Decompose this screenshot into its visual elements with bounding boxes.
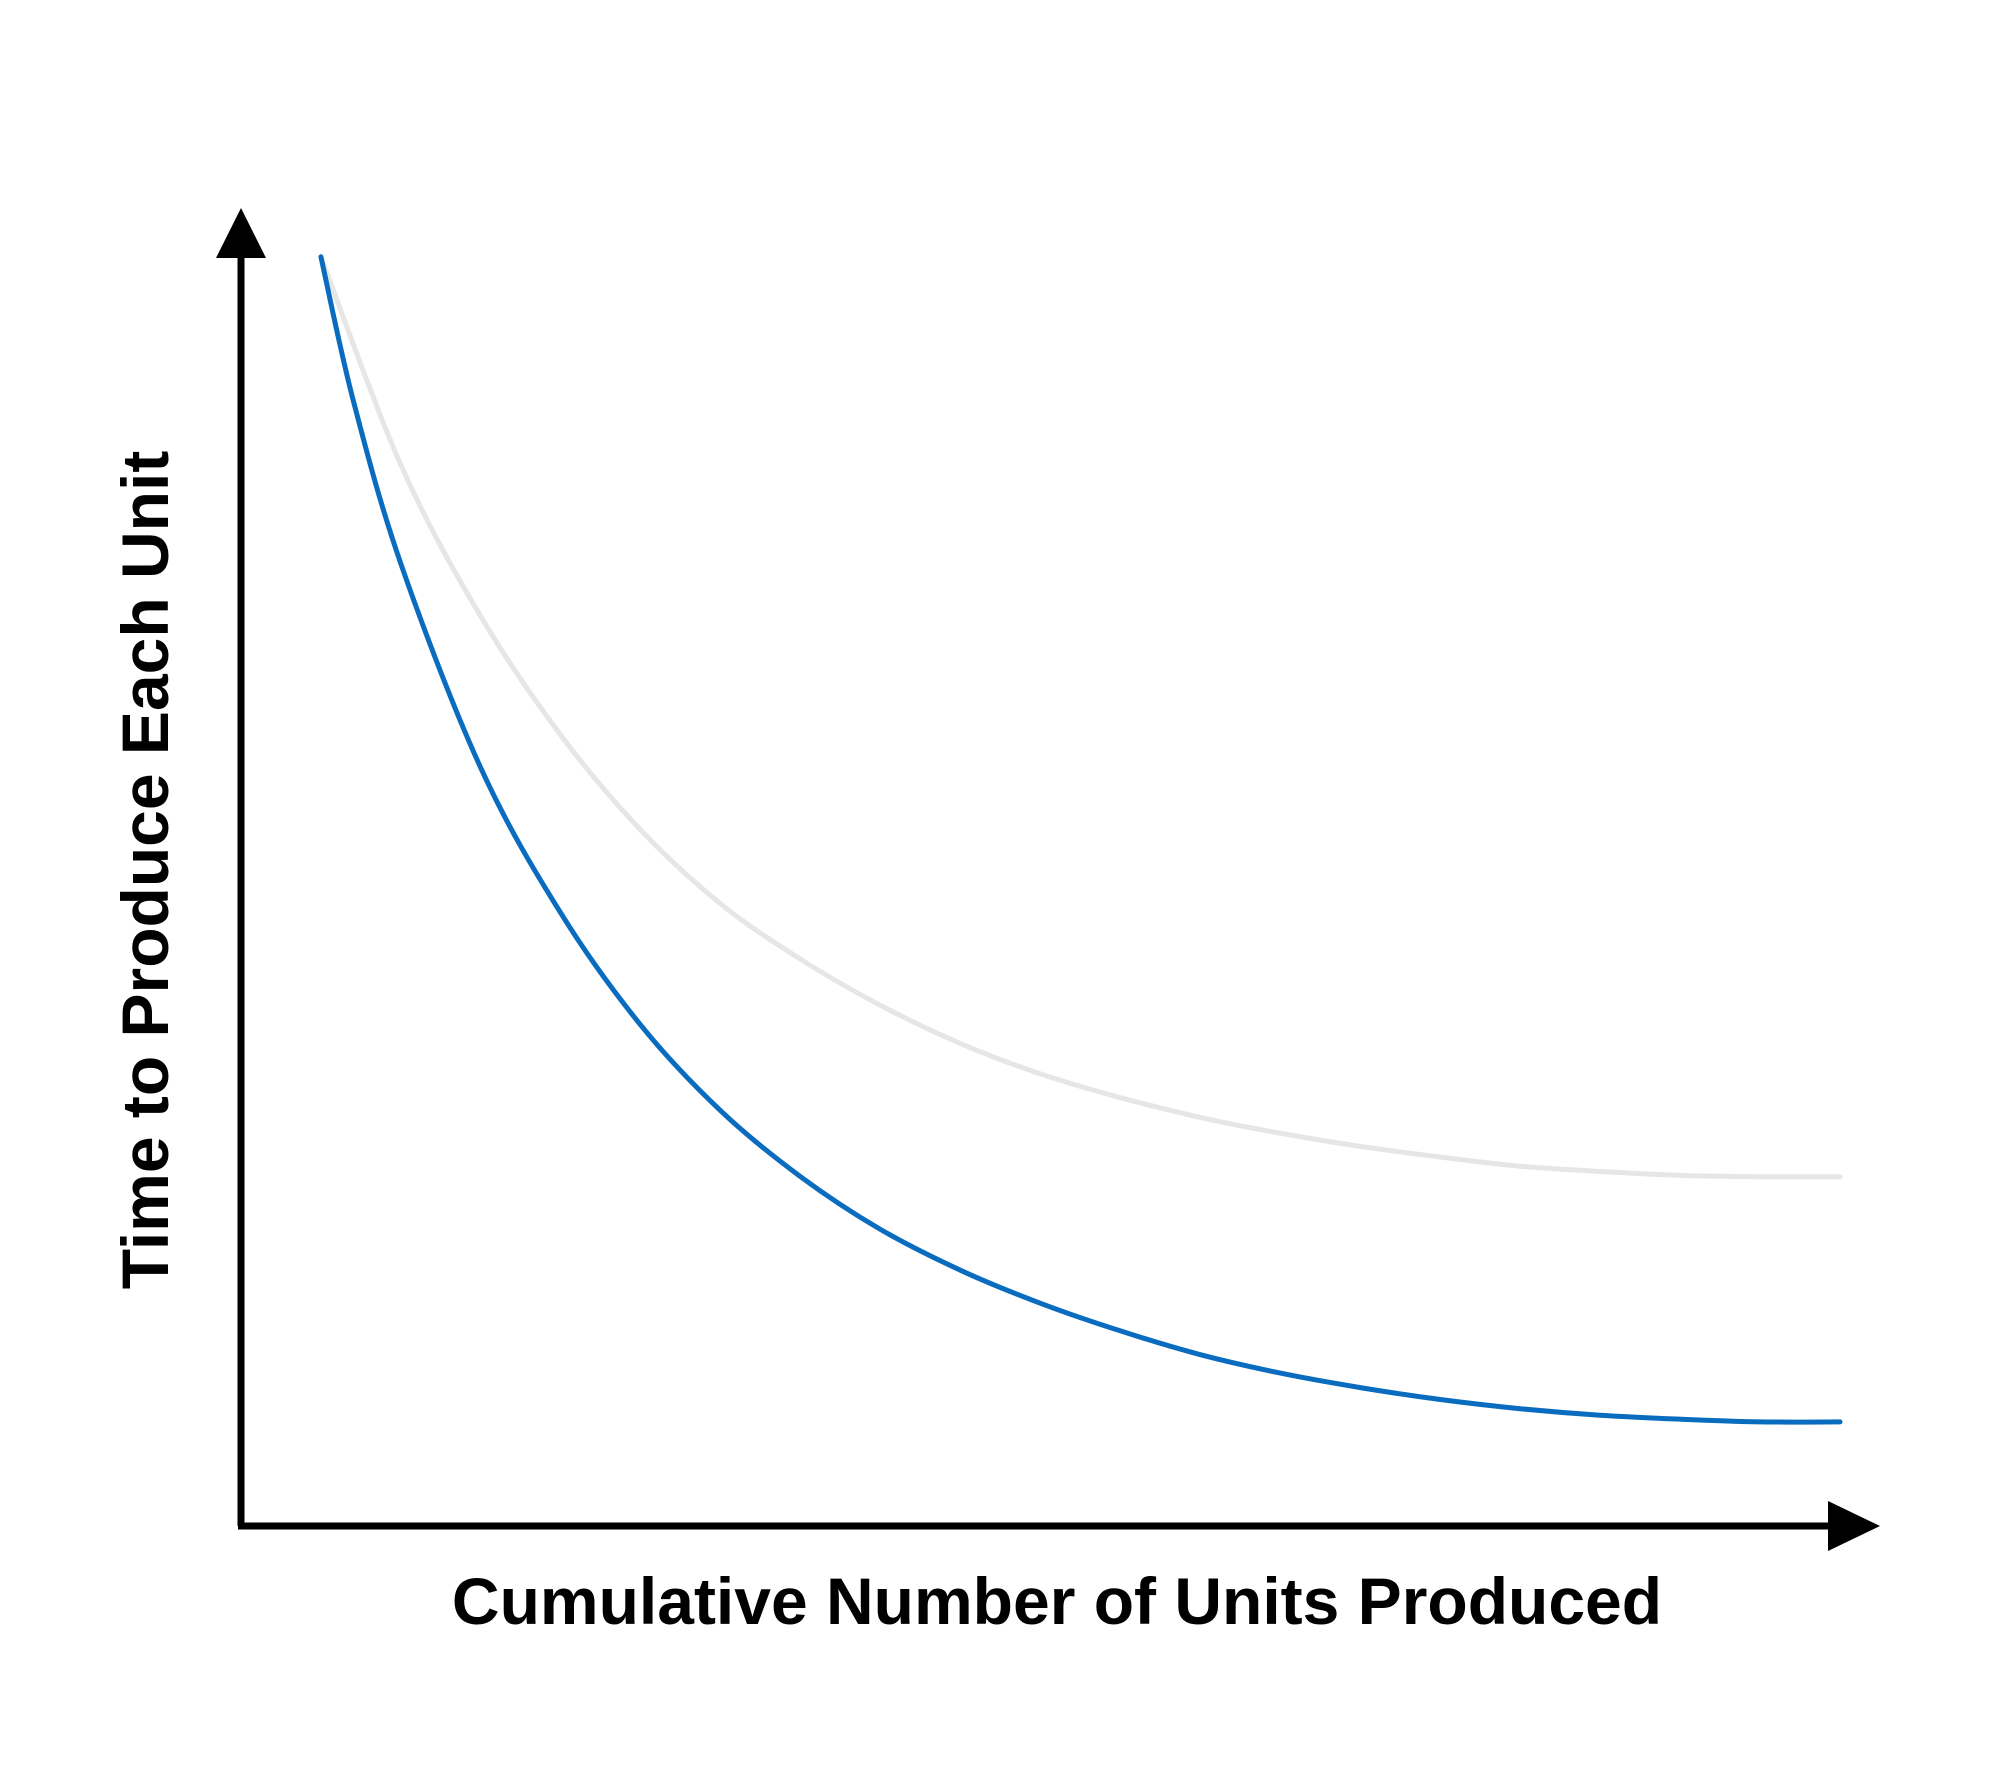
y-axis-label: Time to Produce Each Unit	[108, 451, 182, 1290]
curves-layer	[318, 254, 1843, 1425]
y-axis-arrowhead	[216, 208, 266, 258]
x-axis-label: Cumulative Number of Units Produced	[452, 1564, 1662, 1638]
series-line-2	[318, 254, 1843, 1425]
x-axis-arrowhead	[1828, 1501, 1880, 1551]
series-line-1	[318, 254, 1843, 1180]
